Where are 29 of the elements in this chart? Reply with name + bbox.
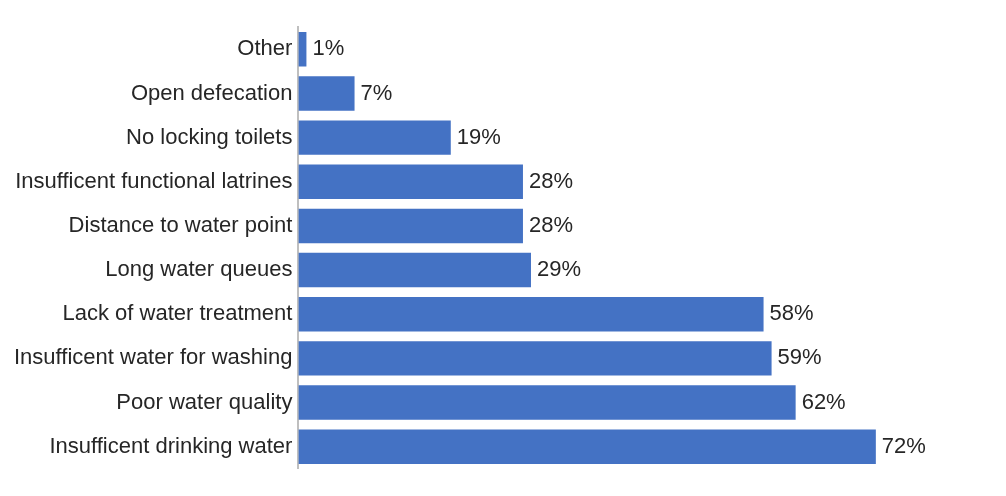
y-tick-label: Long water queues	[105, 256, 293, 282]
y-tick-label: No locking toilets	[126, 123, 293, 149]
y-tick-label: Open defecation	[130, 79, 293, 105]
data-label: 19%	[456, 123, 501, 149]
data-label: 1%	[312, 35, 345, 61]
bar	[298, 385, 796, 420]
bar	[298, 208, 523, 244]
y-tick-label: Other	[237, 35, 293, 61]
bar	[298, 429, 876, 464]
data-label: 29%	[536, 256, 582, 282]
y-tick-label: Insufficent functional latrines	[15, 167, 293, 193]
data-label: 28%	[528, 167, 574, 193]
bar	[298, 297, 764, 332]
bar	[298, 164, 523, 199]
bar	[298, 120, 451, 155]
data-label: 58%	[769, 300, 814, 326]
bar	[298, 341, 772, 376]
data-label: 7%	[360, 79, 393, 105]
bar	[298, 76, 355, 111]
y-tick-label: Distance to water point	[68, 211, 293, 237]
y-tick-label: Poor water quality	[116, 388, 293, 414]
data-label: 28%	[528, 211, 574, 237]
bar	[298, 252, 531, 288]
data-label: 62%	[801, 388, 846, 414]
y-tick-label: Insufficent drinking water	[49, 432, 293, 458]
y-tick-label: Lack of water treatment	[62, 300, 293, 326]
data-label: 59%	[777, 344, 822, 370]
data-label: 72%	[881, 432, 926, 458]
y-tick-label: Insufficent water for washing	[14, 344, 293, 370]
